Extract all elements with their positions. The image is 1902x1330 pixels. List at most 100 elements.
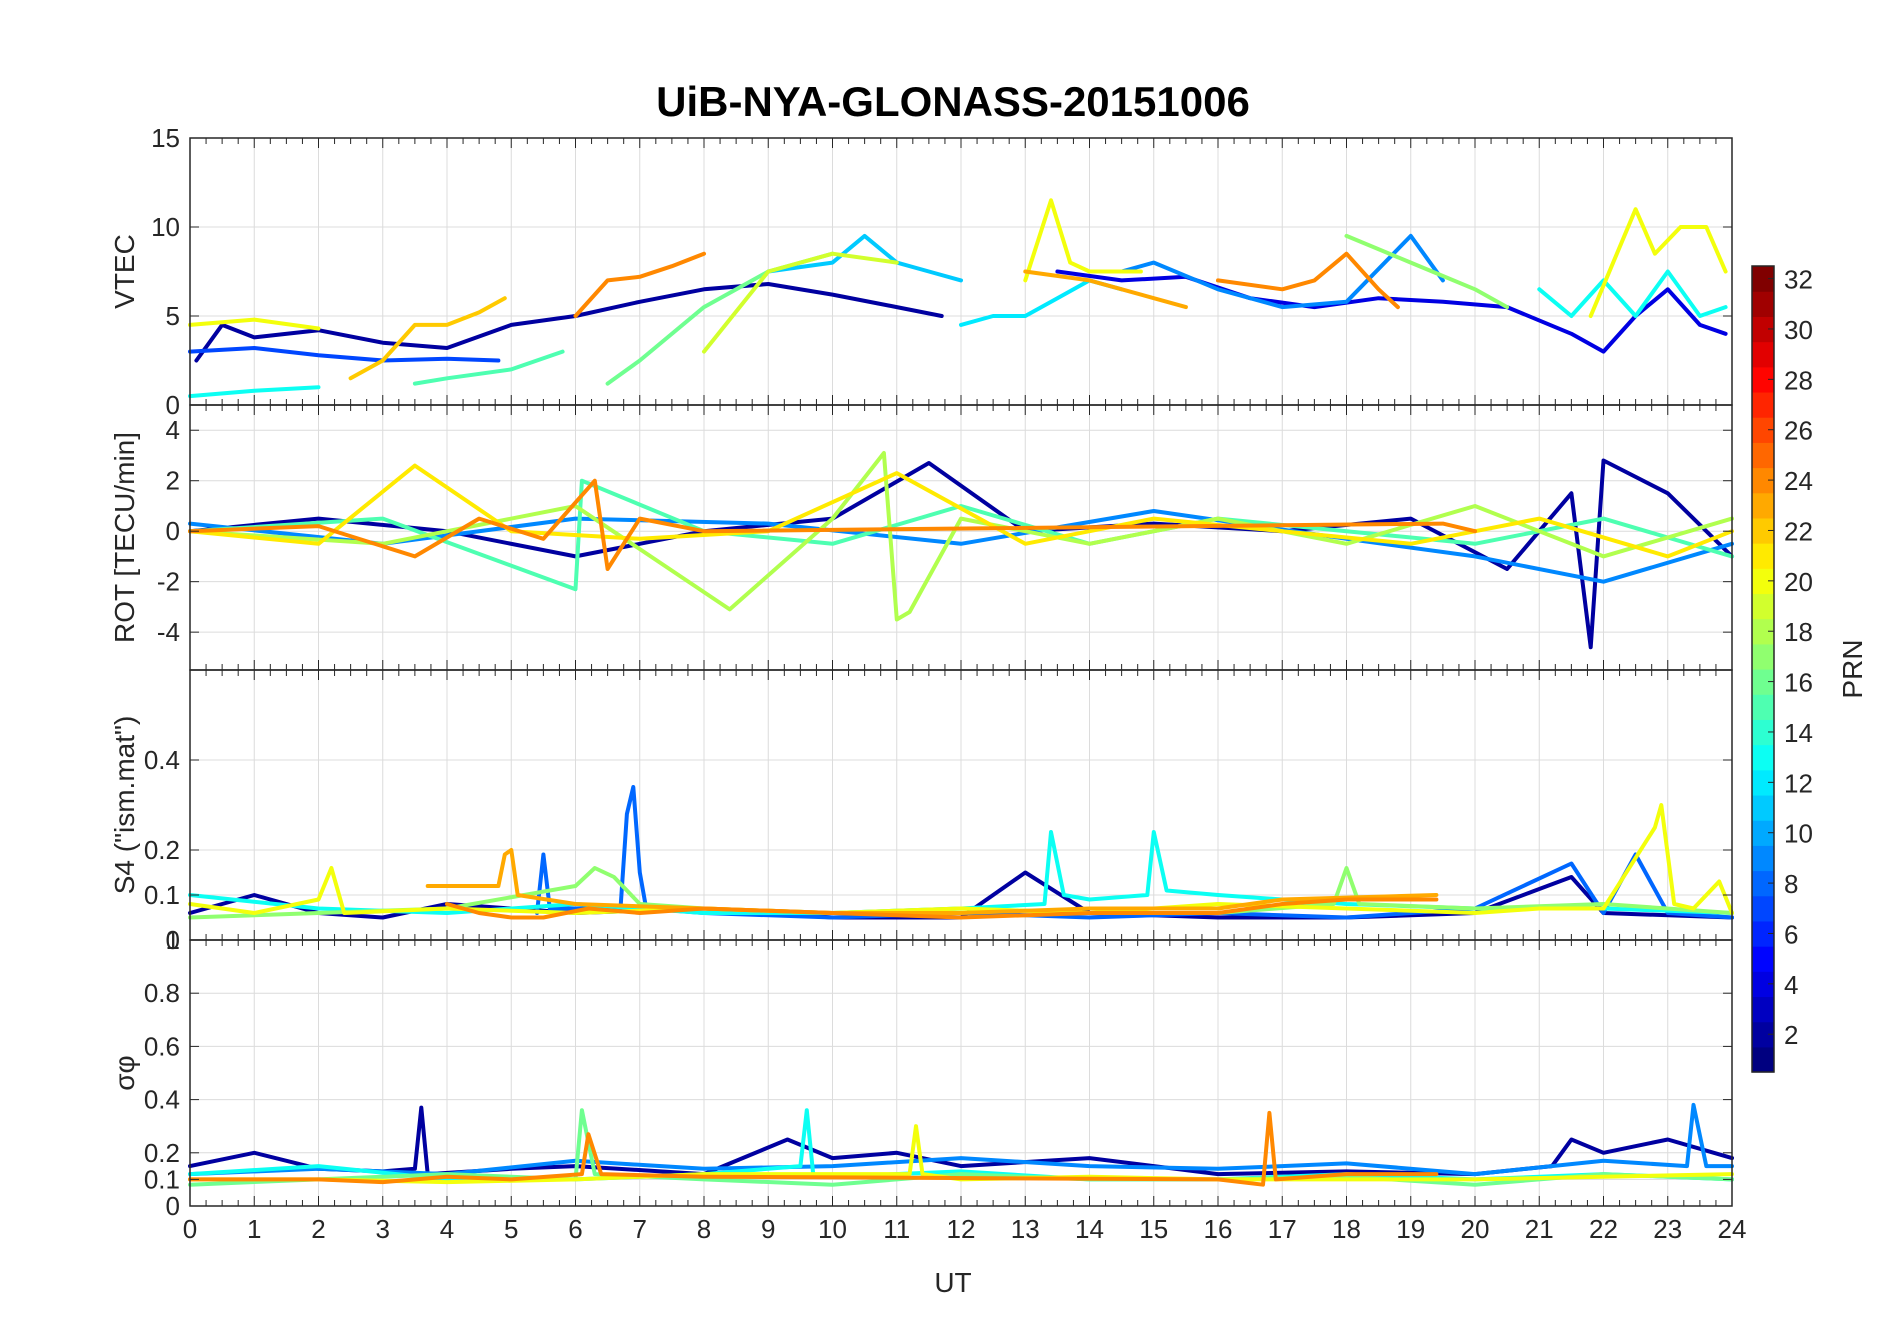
x-tick-label: 12 bbox=[947, 1214, 976, 1244]
y-tick-label: 1 bbox=[166, 925, 180, 955]
y-tick-label: 0.6 bbox=[144, 1031, 180, 1061]
colorbar-segment bbox=[1752, 669, 1774, 695]
x-tick-label: 7 bbox=[633, 1214, 647, 1244]
x-tick-label: 23 bbox=[1653, 1214, 1682, 1244]
series-line-prn-24 bbox=[445, 897, 1439, 920]
series-group bbox=[188, 785, 1734, 920]
colorbar-tick-label: 16 bbox=[1784, 668, 1813, 698]
series-group bbox=[188, 198, 1728, 399]
x-tick-label: 16 bbox=[1204, 1214, 1233, 1244]
series-line-prn-15 bbox=[412, 349, 565, 386]
series-line-prn-23 bbox=[1023, 269, 1188, 310]
y-tick-label: 0.2 bbox=[144, 835, 180, 865]
colorbar-tick-label: 12 bbox=[1784, 768, 1813, 798]
colorbar-tick-label: 20 bbox=[1784, 567, 1813, 597]
colorbar-tick-label: 18 bbox=[1784, 617, 1813, 647]
x-tick-label: 14 bbox=[1075, 1214, 1104, 1244]
series-line-prn-11 bbox=[766, 233, 963, 283]
colorbar-segment bbox=[1752, 971, 1774, 998]
colorbar-segment bbox=[1752, 543, 1774, 569]
y-tick-label: 0.8 bbox=[144, 978, 180, 1008]
y-axis-label: S4 ("ism.mat") bbox=[109, 716, 140, 895]
colorbar-segment bbox=[1752, 845, 1774, 872]
series-line-prn-20 bbox=[1588, 207, 1728, 318]
series-line-prn-24 bbox=[188, 1110, 1439, 1187]
x-tick-label: 4 bbox=[440, 1214, 454, 1244]
colorbar-segment bbox=[1752, 316, 1774, 343]
colorbar-tick-label: 2 bbox=[1784, 1020, 1798, 1050]
colorbar-segment bbox=[1752, 291, 1774, 317]
panel-2: -4 -2 0 2 4 ROT [TECU/min] bbox=[109, 404, 1734, 671]
series-line-prn-20 bbox=[1023, 198, 1143, 283]
y-tick-label: 0 bbox=[166, 925, 180, 955]
y-tick-label: -4 bbox=[157, 617, 180, 647]
series-line-prn-2 bbox=[188, 458, 1734, 650]
series-line-prn-22 bbox=[348, 296, 507, 381]
series-line-prn-13 bbox=[188, 385, 321, 399]
colorbar-segment bbox=[1752, 442, 1774, 469]
y-tick-label: 0 bbox=[166, 516, 180, 546]
x-tick-label: 9 bbox=[761, 1214, 775, 1244]
series-group bbox=[188, 451, 1734, 650]
colorbar-tick-label: 28 bbox=[1784, 365, 1813, 395]
colorbar-tick-label: 32 bbox=[1784, 265, 1813, 295]
x-axis-label: UT bbox=[934, 1267, 971, 1298]
colorbar-segment bbox=[1752, 467, 1774, 494]
y-tick-label: 0 bbox=[166, 1191, 180, 1221]
colorbar-tick-label: 22 bbox=[1784, 516, 1813, 546]
y-tick-label: 0.4 bbox=[144, 745, 180, 775]
colorbar-label: PRN bbox=[1837, 639, 1868, 698]
series-line-prn-2 bbox=[194, 282, 944, 363]
series-line-prn-2 bbox=[188, 1105, 1734, 1177]
colorbar-segment bbox=[1752, 694, 1774, 720]
colorbar-tick-label: 4 bbox=[1784, 970, 1798, 1000]
y-axis-label: σφ bbox=[109, 1055, 140, 1090]
series-line-prn-16 bbox=[188, 1108, 1734, 1187]
colorbar-segment bbox=[1752, 946, 1774, 972]
x-tick-label: 8 bbox=[697, 1214, 711, 1244]
y-tick-label: 0.4 bbox=[144, 1085, 180, 1115]
x-tick-label: 1 bbox=[247, 1214, 261, 1244]
panel-1: 0 5 10 15 VTEC bbox=[109, 123, 1733, 420]
x-tick-label: 10 bbox=[818, 1214, 847, 1244]
colorbar-segment bbox=[1752, 568, 1774, 595]
x-tick-label: 21 bbox=[1525, 1214, 1554, 1244]
y-tick-label: 5 bbox=[166, 301, 180, 331]
colorbar-segment bbox=[1752, 517, 1774, 544]
colorbar-segment bbox=[1752, 744, 1774, 771]
y-tick-label: 0.2 bbox=[144, 1138, 180, 1168]
chart-title: UiB-NYA-GLONASS-20151006 bbox=[656, 78, 1250, 125]
colorbar-segment bbox=[1752, 593, 1774, 620]
x-tick-label: 19 bbox=[1396, 1214, 1425, 1244]
y-tick-label: -2 bbox=[157, 567, 180, 597]
colorbar-segment bbox=[1752, 719, 1774, 746]
x-tick-label: 15 bbox=[1139, 1214, 1168, 1244]
y-axis-label: VTEC bbox=[109, 234, 140, 309]
colorbar-segment bbox=[1752, 769, 1774, 796]
panel-3: 0 0.1 0.2 0.4S4 ("ism.mat") bbox=[109, 669, 1734, 955]
x-tick-label: 0 bbox=[183, 1214, 197, 1244]
x-tick-label: 3 bbox=[376, 1214, 390, 1244]
colorbar-tick-label: 14 bbox=[1784, 718, 1813, 748]
colorbar-segment bbox=[1752, 895, 1774, 922]
y-tick-label: 0.1 bbox=[144, 1164, 180, 1194]
colorbar-segment bbox=[1752, 643, 1774, 670]
colorbar-segment bbox=[1752, 492, 1774, 519]
colorbar-frame bbox=[1751, 265, 1775, 1073]
colorbar-segment bbox=[1752, 618, 1774, 645]
grid bbox=[189, 405, 1733, 670]
colorbar-segment bbox=[1752, 794, 1774, 821]
x-tick-label: 17 bbox=[1268, 1214, 1297, 1244]
series-line-prn-24 bbox=[188, 478, 1477, 571]
colorbar-segment bbox=[1752, 920, 1774, 947]
x-tick-label: 18 bbox=[1332, 1214, 1361, 1244]
series-line-prn-17 bbox=[1344, 233, 1510, 310]
series-line-prn-24 bbox=[1216, 251, 1400, 310]
colorbar-segment bbox=[1752, 391, 1774, 418]
colorbar-tick-label: 30 bbox=[1784, 315, 1813, 345]
colorbar-tick-label: 24 bbox=[1784, 466, 1813, 496]
